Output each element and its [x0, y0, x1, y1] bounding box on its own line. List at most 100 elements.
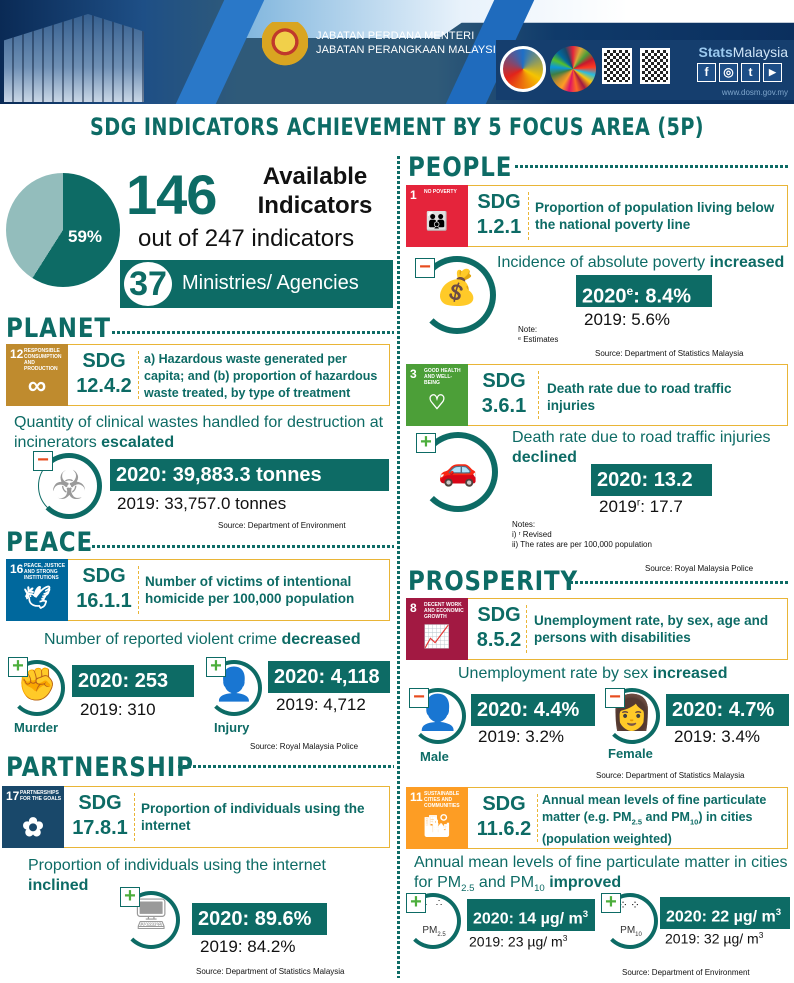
- sdg-card-3-6-1: 3 Good health and well-being ♡ SDG 3.6.1…: [406, 364, 788, 426]
- value-2019: 2019: 4,712: [276, 695, 366, 714]
- sdg-code: SDG 11.6.2: [476, 793, 532, 840]
- badge-minus-icon: −: [415, 257, 435, 278]
- sdg-code: SDG 1.2.1: [476, 191, 522, 238]
- people-lead-text: Incidence of absolute poverty increased: [497, 254, 785, 271]
- banner-stripe: [172, 0, 268, 104]
- partnership-lead-text: Proportion of individuals using the inte…: [28, 857, 326, 894]
- sdg-malaysia-logo-icon: [550, 46, 596, 92]
- card-separator: [538, 371, 539, 419]
- source-text: Source: Department of Statistics Malaysi…: [595, 349, 744, 358]
- section-title-people: PEOPLE: [408, 152, 513, 183]
- badge-plus-icon: +: [206, 656, 226, 677]
- progress-ring: [418, 432, 498, 512]
- prosperity-lead-text: Unemployment rate by sex increased: [458, 665, 728, 682]
- caption-injury: Injury: [214, 720, 250, 735]
- value-2020: 2020: 22 µg/ m3: [660, 897, 790, 929]
- sdg-description: Proportion of individuals using the inte…: [141, 801, 365, 833]
- building-image: [4, 14, 144, 102]
- section-title-peace: PEACE: [6, 527, 94, 558]
- planet-lead-text: Quantity of clinical wastes handled for …: [14, 414, 384, 451]
- sdg-card-12-4-2: 12 Responsible consumption and productio…: [6, 344, 390, 406]
- badge-minus-icon: −: [33, 450, 53, 471]
- source-text: Source: Department of Statistics Malaysi…: [196, 967, 345, 976]
- coins-hand-icon: 💰: [435, 269, 479, 307]
- source-text: Source: Department of Statistics Malaysi…: [596, 771, 745, 780]
- qr-code-icon[interactable]: [602, 48, 632, 84]
- header-banner: JABATAN PERDANA MENTERI JABATAN PERANGKA…: [0, 0, 794, 104]
- value-2020: 2020: 4.4%: [471, 694, 595, 726]
- badge-plus-icon: +: [120, 886, 140, 907]
- value-2019: 2019: 33,757.0 tonnes: [117, 494, 287, 513]
- badge-plus-icon: +: [8, 656, 28, 677]
- section-divider: [112, 331, 394, 334]
- card-separator: [537, 794, 538, 842]
- qr-code-facebook-icon[interactable]: [640, 48, 670, 84]
- statsmalaysia-brand: StatsMalaysia: [698, 44, 788, 60]
- total-indicators: out of 247 indicators: [138, 225, 355, 252]
- ring-outline: [38, 455, 100, 517]
- value-2019: 2019: 84.2%: [200, 937, 296, 956]
- section-title-planet: PLANET: [6, 313, 111, 344]
- note: Note: ᵉ Estimates: [518, 325, 559, 344]
- infinity-icon: ∞: [27, 370, 47, 400]
- flower-rings-icon: ✿: [22, 812, 44, 842]
- sdg-code: SDG 16.1.1: [76, 565, 132, 612]
- value-2020: 2020: 4.7%: [666, 694, 789, 726]
- badge-minus-icon: −: [605, 687, 625, 708]
- value-2020: 2020: 89.6%: [192, 903, 327, 935]
- progress-ring: [418, 256, 496, 334]
- source-text: Source: Department of Environment: [622, 968, 750, 977]
- dove-gavel-icon: 🕊: [23, 585, 51, 610]
- value-2020: 2020: 4,118: [268, 661, 390, 693]
- value-2019: 2019: 310: [80, 700, 156, 719]
- sdg-description: Proportion of population living below th…: [535, 200, 775, 232]
- sdg-description: a) Hazardous waste generated per capita;…: [144, 352, 378, 400]
- sdg-card-16-1-1: 16 Peace, justice and strong institution…: [6, 559, 390, 621]
- badge-minus-icon: −: [409, 687, 429, 708]
- value-2019: 2019: 5.6%: [584, 310, 671, 329]
- progress-ring: [410, 688, 466, 744]
- particles-icon: ∴ ∴: [420, 898, 446, 909]
- sdg-code: SDG 12.4.2: [76, 350, 132, 397]
- instagram-icon[interactable]: ◎: [719, 63, 738, 82]
- section-divider: [92, 545, 394, 548]
- column-divider: [397, 156, 400, 978]
- card-separator: [138, 566, 139, 614]
- department-name: JABATAN PERDANA MENTERI JABATAN PERANGKA…: [316, 30, 504, 56]
- progress-ring: [9, 660, 65, 716]
- sdg-17-icon: 17 Partnerships for the goals ✿: [2, 786, 64, 848]
- page-title: SDG INDICATORS ACHIEVEMENT BY 5 FOCUS AR…: [90, 113, 704, 141]
- pm25-label: PM2.5: [422, 925, 446, 938]
- progress-ring: [206, 660, 262, 716]
- value-2020: 2020e: 8.4%: [576, 275, 712, 308]
- section-divider: [515, 165, 789, 168]
- available-label: Available Indicators: [257, 163, 373, 219]
- notes: Notes: i) ʳ Revised ii) The rates are per …: [512, 520, 652, 549]
- facebook-icon[interactable]: f: [697, 63, 716, 82]
- value-2020: 2020: 39,883.3 tonnes: [110, 459, 389, 491]
- sdg-card-11-6-2: 11 Sustainable cities and communities 🏙 …: [406, 787, 788, 849]
- section-title-partnership: PARTNERSHIP: [6, 752, 194, 783]
- particles-icon: ⁘⁘: [617, 898, 643, 912]
- sdg-card-8-5-2: 8 Decent work and economic growth 📈 SDG …: [406, 598, 788, 660]
- heartbeat-icon: ♡: [428, 392, 446, 414]
- twitter-icon[interactable]: t: [741, 63, 760, 82]
- value-2019: 2019: 23 µg/ m3: [469, 933, 568, 950]
- growth-chart-icon: 📈: [423, 624, 451, 649]
- sdg-code: SDG 3.6.1: [481, 370, 527, 417]
- value-2019: 2019: 3.4%: [674, 727, 761, 746]
- value-2019: 2019r: 17.7: [599, 497, 683, 516]
- available-count: 146: [126, 163, 217, 226]
- sdg-8-icon: 8 Decent work and economic growth 📈: [406, 598, 468, 660]
- biohazard-icon: ☣: [51, 464, 87, 508]
- value-2019: 2019: 3.2%: [478, 727, 565, 746]
- badge-plus-icon: +: [406, 892, 426, 913]
- sdg-3-icon: 3 Good health and well-being ♡: [406, 364, 468, 426]
- coat-of-arms-icon: [262, 22, 308, 66]
- sdg-code: SDG 8.5.2: [476, 604, 522, 651]
- sdg-card-1-2-1: 1 No poverty 👪 SDG 1.2.1 Proportion of p…: [406, 185, 788, 247]
- website-url[interactable]: www.dosm.gov.my: [721, 88, 788, 97]
- value-2020: 2020: 14 µg/ m3: [467, 899, 595, 931]
- pm10-label: PM10: [620, 925, 642, 938]
- youtube-icon[interactable]: ▶: [763, 63, 782, 82]
